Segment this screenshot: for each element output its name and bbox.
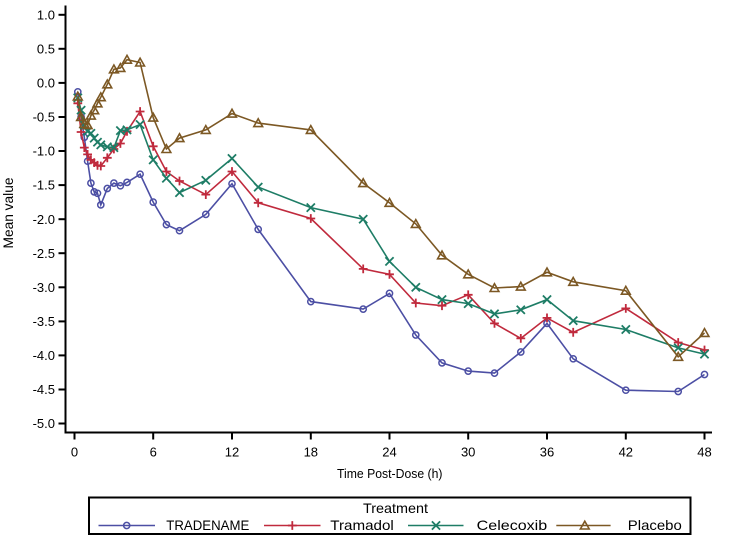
svg-text:-0.5: -0.5 [33,110,55,125]
svg-text:24: 24 [382,445,396,460]
svg-text:1.0: 1.0 [37,7,55,22]
svg-text:Celecoxib: Celecoxib [477,517,548,533]
svg-text:Placebo: Placebo [628,517,682,533]
svg-text:-1.5: -1.5 [33,178,55,193]
svg-text:-2.5: -2.5 [33,246,55,261]
svg-text:TRADENAME: TRADENAME [166,517,249,533]
svg-text:-3.0: -3.0 [33,280,55,295]
svg-text:36: 36 [540,445,554,460]
svg-text:-3.5: -3.5 [33,314,55,329]
svg-text:12: 12 [225,445,239,460]
svg-text:Tramadol: Tramadol [330,517,394,533]
svg-text:-4.0: -4.0 [33,348,55,363]
svg-text:-2.0: -2.0 [33,212,55,227]
svg-text:18: 18 [304,445,318,460]
svg-text:6: 6 [150,445,157,460]
svg-text:Time Post-Dose (h): Time Post-Dose (h) [337,466,443,481]
svg-text:Mean value: Mean value [1,178,16,249]
svg-text:48: 48 [697,445,711,460]
svg-text:0: 0 [71,445,78,460]
svg-text:0.5: 0.5 [37,41,55,56]
svg-text:30: 30 [461,445,475,460]
svg-text:0.0: 0.0 [37,76,55,91]
svg-text:42: 42 [619,445,633,460]
svg-text:-4.5: -4.5 [33,382,55,397]
svg-text:Treatment: Treatment [363,500,428,516]
svg-text:-5.0: -5.0 [33,416,55,431]
svg-text:-1.0: -1.0 [33,144,55,159]
